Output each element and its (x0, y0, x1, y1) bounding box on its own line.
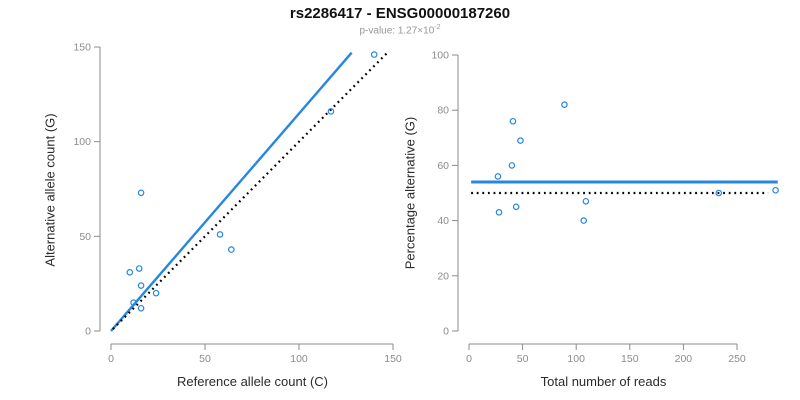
pvalue-text: p-value: 1.27×10 (359, 25, 435, 37)
data-point (561, 101, 568, 108)
x-tick-label: 150 (621, 353, 639, 365)
data-point (152, 289, 160, 297)
data-point (370, 51, 378, 58)
data-point (509, 117, 517, 125)
fit-line (110, 51, 353, 332)
y-tick-label: 100 (73, 136, 91, 148)
data-point (135, 265, 143, 272)
data-point (130, 299, 137, 306)
data-point (508, 162, 516, 169)
y-tick-label: 150 (73, 42, 91, 54)
data-point (772, 186, 779, 194)
y-tick-label: 0 (443, 326, 449, 338)
y-tick-label: 0 (85, 326, 91, 338)
data-point (137, 282, 145, 289)
x-tick-label: 0 (108, 353, 114, 365)
y-tick-label: 50 (79, 231, 91, 243)
x-tick-label: 150 (384, 353, 402, 365)
data-point (582, 197, 590, 205)
x-tick-label: 0 (466, 353, 472, 365)
data-point (580, 217, 588, 224)
x-tick-label: 50 (517, 353, 529, 365)
y-tick-label: 60 (437, 160, 449, 172)
left-y-axis-title: Alternative allele count (G) (42, 113, 58, 267)
data-point (126, 269, 134, 276)
data-point (517, 137, 524, 144)
y-tick-label: 20 (437, 270, 449, 282)
pvalue-subtitle: p-value: 1.27×10-2 (0, 24, 800, 36)
x-tick-label: 100 (290, 353, 308, 365)
data-point (137, 189, 145, 197)
plot-panel-1: 0 20 40 60 80 100 0 50 100 150 200 250 (431, 50, 779, 365)
x-tick-label: 200 (675, 353, 693, 365)
y-tick-label: 40 (437, 215, 449, 227)
expected-line (112, 51, 389, 330)
plot-panel-0: 0 50 100 150 0 50 100 150 (73, 42, 401, 365)
right-x-axis-title: Total number of reads (540, 374, 667, 389)
data-point (228, 246, 235, 253)
data-point (494, 173, 502, 180)
data-point (495, 209, 503, 216)
y-tick-label: 100 (431, 50, 449, 62)
x-tick-label: 250 (728, 353, 746, 365)
left-x-axis-title: Reference allele count (C) (176, 374, 329, 389)
x-tick-label: 100 (567, 353, 585, 365)
page-title: rs2286417 - ENSG00000187260 (289, 5, 511, 22)
right-y-axis-title: Percentage alternative (G) (402, 116, 418, 270)
data-point (216, 231, 224, 238)
pvalue-exponent: -2 (434, 24, 441, 31)
x-tick-label: 50 (199, 353, 211, 365)
data-point (327, 108, 335, 115)
y-tick-label: 80 (437, 105, 449, 117)
data-point (715, 189, 723, 197)
data-point (137, 304, 145, 312)
data-point (512, 203, 520, 211)
